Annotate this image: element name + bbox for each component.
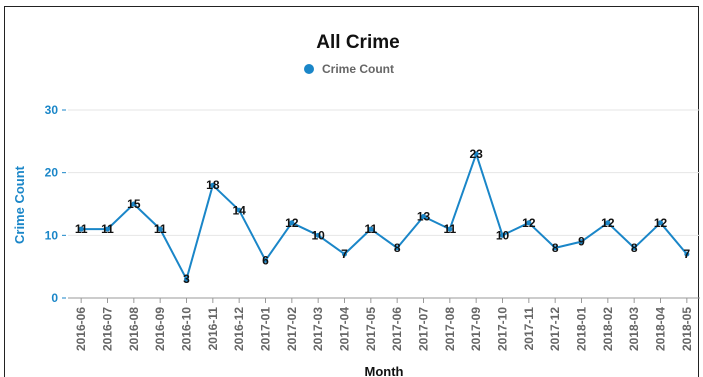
- data-label-2016-10: 3: [183, 272, 190, 286]
- data-point-2016-06: [78, 226, 84, 232]
- data-point-2018-01: [579, 239, 584, 245]
- data-label-2017-06: 8: [394, 241, 401, 255]
- data-point-2018-03: [631, 245, 637, 251]
- legend[interactable]: Crime Count: [304, 62, 394, 76]
- data-point-2016-12: [236, 207, 242, 213]
- x-tick-label-2016-11: 2016-11: [206, 307, 220, 351]
- data-label-2017-07: 13: [417, 210, 431, 224]
- x-tick-label-2017-08: 2017-08: [443, 307, 457, 351]
- data-point-2016-07: [105, 226, 110, 232]
- data-label-2017-10: 10: [496, 228, 510, 242]
- data-label-2016-11: 18: [206, 178, 220, 192]
- chart-title: All Crime: [316, 32, 399, 53]
- data-labels: 11 11 15 11 3 18 14 6 12 10 7 11 8 13 11 23 10 12 8 9 12 8 12 7: [75, 147, 691, 286]
- data-label-2017-04: 7: [341, 247, 348, 261]
- x-tick-label-2016-09: 2016-09: [153, 307, 167, 351]
- data-label-2018-04: 12: [654, 216, 668, 230]
- data-point-2017-07: [421, 214, 426, 220]
- data-point-2016-11: [210, 182, 216, 188]
- data-label-2016-12: 14: [232, 203, 246, 217]
- x-tick-label-2017-09: 2017-09: [469, 307, 483, 351]
- data-point-2017-06: [394, 245, 400, 251]
- data-label-2017-09: 23: [469, 147, 483, 161]
- data-label-2017-11: 12: [522, 216, 536, 230]
- data-point-2017-10: [500, 232, 505, 238]
- data-label-2018-03: 8: [631, 241, 638, 255]
- y-tick-label-0: 0: [51, 291, 58, 305]
- data-point-2017-01: [263, 257, 268, 263]
- x-tick-label-2016-07: 2016-07: [101, 307, 115, 351]
- data-label-2016-06: 11: [75, 222, 88, 236]
- x-axis: 2016-06 2016-07 2016-08 2016-09 2016-10 2016-…: [68, 297, 700, 351]
- x-tick-label-2017-12: 2017-12: [548, 307, 562, 351]
- data-label-2016-08: 15: [127, 197, 141, 211]
- series-crime-count: [78, 151, 690, 282]
- data-label-2017-01: 6: [262, 253, 269, 267]
- x-tick-label-2017-05: 2017-05: [364, 307, 378, 351]
- x-tick-label-2018-05: 2018-05: [680, 307, 694, 351]
- x-tick-label-2017-10: 2017-10: [496, 307, 510, 351]
- data-point-2017-04: [342, 251, 347, 257]
- data-point-2017-11: [526, 220, 532, 226]
- data-point-2017-09: [473, 151, 479, 157]
- legend-marker-crime-count: [304, 64, 314, 74]
- x-axis-title: Month: [365, 364, 404, 377]
- y-tick-label-10: 10: [45, 228, 59, 242]
- series-line-crime-count: [81, 152, 688, 281]
- grid-lines: [68, 109, 700, 236]
- data-point-2016-09: [157, 226, 163, 232]
- data-label-2017-05: 11: [364, 222, 377, 236]
- data-point-2017-02: [289, 220, 295, 226]
- data-label-2017-03: 10: [311, 228, 325, 242]
- x-tick-label-2018-04: 2018-04: [654, 307, 668, 351]
- data-point-2018-02: [605, 220, 611, 226]
- data-label-2018-02: 12: [601, 216, 615, 230]
- data-label-2018-01: 9: [578, 235, 585, 249]
- x-tick-label-2016-08: 2016-08: [127, 307, 141, 351]
- x-tick-label-2017-01: 2017-01: [259, 307, 273, 351]
- y-axis-title: Crime Count: [12, 165, 27, 244]
- legend-label-crime-count: Crime Count: [322, 62, 394, 76]
- x-tick-label-2017-03: 2017-03: [311, 307, 325, 351]
- x-tick-label-2017-11: 2017-11: [522, 307, 536, 351]
- data-point-2018-05: [684, 251, 690, 257]
- y-tick-label-20: 20: [45, 166, 59, 180]
- x-tick-label-2017-07: 2017-07: [417, 307, 431, 351]
- chart-frame: [4, 6, 699, 377]
- x-tick-label-2018-03: 2018-03: [627, 307, 641, 351]
- data-point-2017-08: [447, 226, 453, 232]
- x-tick-label-2017-02: 2017-02: [285, 307, 299, 351]
- data-label-2016-09: 11: [154, 222, 167, 236]
- data-point-2017-03: [315, 232, 321, 238]
- data-point-2016-08: [131, 201, 137, 207]
- y-axis: 0 10 20 30: [45, 103, 66, 305]
- y-tick-label-30: 30: [45, 103, 59, 117]
- x-tick-label-2017-04: 2017-04: [338, 307, 352, 351]
- x-tick-label-2017-06: 2017-06: [390, 307, 404, 351]
- data-point-2017-12: [552, 245, 558, 251]
- x-tick-label-2016-06: 2016-06: [74, 307, 88, 351]
- x-tick-label-2016-10: 2016-10: [180, 307, 194, 351]
- data-point-2017-05: [368, 226, 374, 232]
- data-point-2016-10: [184, 276, 189, 282]
- x-tick-label-2018-02: 2018-02: [601, 307, 615, 351]
- data-label-2018-05: 7: [683, 247, 690, 261]
- data-label-2016-07: 11: [101, 222, 114, 236]
- data-label-2017-02: 12: [285, 216, 299, 230]
- data-label-2017-08: 11: [443, 222, 456, 236]
- x-tick-label-2016-12: 2016-12: [232, 307, 246, 351]
- x-tick-label-2018-01: 2018-01: [575, 307, 589, 351]
- data-point-2018-04: [658, 220, 663, 226]
- data-label-2017-12: 8: [552, 241, 559, 255]
